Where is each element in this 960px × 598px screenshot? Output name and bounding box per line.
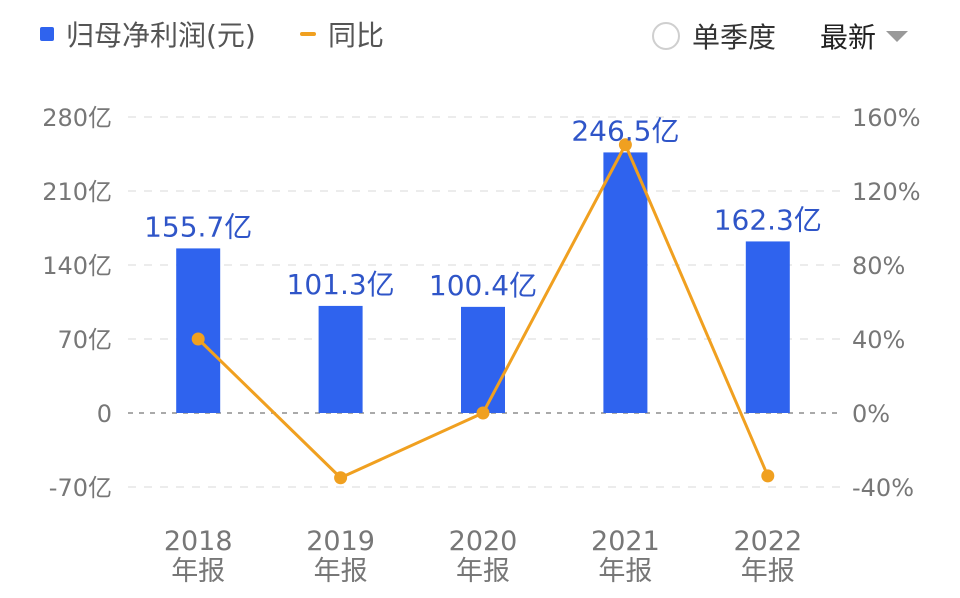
radio-icon[interactable] bbox=[652, 22, 680, 50]
category-label: 2021 bbox=[591, 526, 660, 557]
bar bbox=[176, 248, 221, 413]
period-select[interactable]: 最新 bbox=[820, 16, 909, 56]
left-tick-label: 0 bbox=[97, 400, 112, 428]
category-label: 2019 bbox=[306, 526, 375, 557]
right-tick-label: 40% bbox=[852, 326, 905, 354]
right-tick-label: 160% bbox=[852, 104, 921, 132]
right-tick-label: 120% bbox=[852, 178, 921, 206]
bar bbox=[745, 241, 790, 413]
yoy-point bbox=[476, 406, 490, 420]
yoy-point bbox=[191, 332, 205, 346]
single-quarter-label: 单季度 bbox=[692, 21, 777, 54]
right-tick-label: 0% bbox=[852, 400, 890, 428]
yoy-point bbox=[334, 471, 348, 485]
legend-label-net-profit: 归母净利润(元) bbox=[66, 19, 256, 52]
category-label: 年报 bbox=[456, 556, 510, 587]
legend-bar-swatch bbox=[40, 27, 54, 41]
right-tick-label: -40% bbox=[852, 474, 914, 502]
yoy-point bbox=[761, 469, 775, 483]
left-tick-label: 280亿 bbox=[42, 104, 112, 132]
left-tick-label: 70亿 bbox=[57, 326, 112, 354]
bar bbox=[461, 306, 505, 413]
legend-item-yoy[interactable]: 同比 bbox=[300, 14, 384, 54]
bar-value-label: 246.5亿 bbox=[571, 114, 679, 147]
bar-value-label: 162.3亿 bbox=[714, 203, 822, 236]
bar-value-label: 101.3亿 bbox=[287, 268, 395, 301]
legend-line-swatch bbox=[300, 32, 316, 36]
bar-value-label: 155.7亿 bbox=[144, 210, 252, 243]
left-tick-label: -70亿 bbox=[49, 474, 112, 502]
left-tick-label: 210亿 bbox=[42, 178, 112, 206]
legend-item-net-profit[interactable]: 归母净利润(元) bbox=[40, 14, 256, 54]
bar bbox=[318, 305, 363, 413]
single-quarter-toggle[interactable]: 单季度 bbox=[652, 16, 776, 56]
right-tick-label: 80% bbox=[852, 252, 905, 280]
bar-value-label: 100.4亿 bbox=[429, 269, 537, 302]
category-label: 2018 bbox=[164, 526, 233, 557]
category-label: 2022 bbox=[733, 526, 802, 557]
category-label: 年报 bbox=[598, 556, 652, 587]
legend-label-yoy: 同比 bbox=[328, 19, 385, 52]
chevron-down-icon bbox=[886, 30, 909, 42]
category-label: 2020 bbox=[449, 526, 518, 557]
yoy-point bbox=[618, 138, 632, 152]
left-tick-label: 140亿 bbox=[42, 252, 112, 280]
bar bbox=[603, 152, 648, 413]
category-label: 年报 bbox=[741, 556, 795, 587]
chart-header: 归母净利润(元) 同比 单季度 最新 bbox=[0, 0, 960, 70]
category-label: 年报 bbox=[171, 556, 225, 587]
period-select-label: 最新 bbox=[820, 21, 877, 54]
category-label: 年报 bbox=[314, 556, 368, 587]
